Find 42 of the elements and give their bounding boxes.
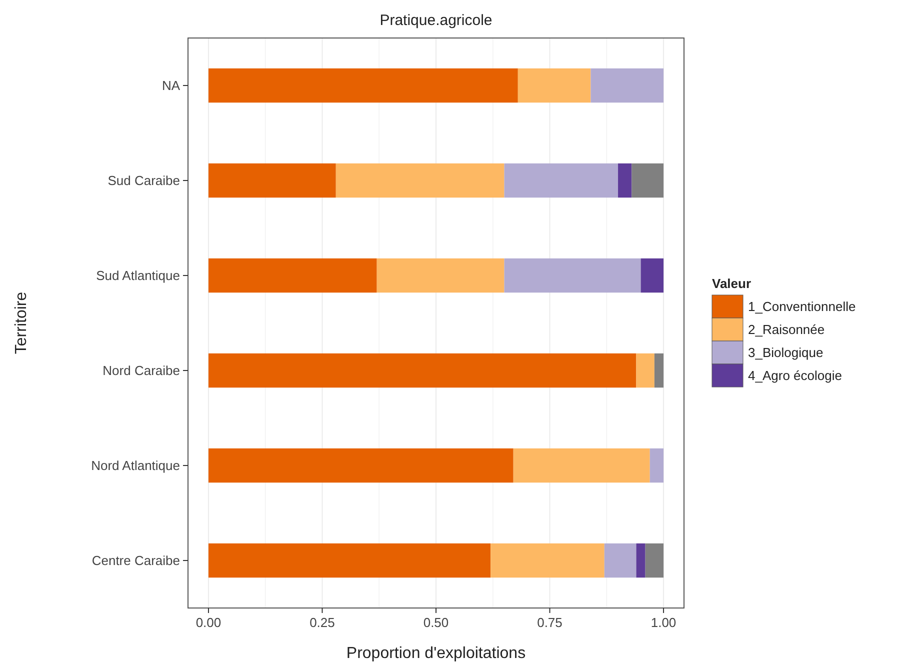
y-tick-label: NA [162, 78, 180, 93]
bar [636, 353, 654, 388]
bar [604, 543, 636, 578]
bar [336, 163, 504, 198]
y-axis-title: Territoire [13, 292, 30, 354]
y-tick-label: Nord Atlantique [91, 458, 180, 473]
x-tick-label: 0.75 [537, 615, 562, 630]
bar [208, 258, 377, 293]
legend-label: 1_Conventionnelle [748, 299, 856, 314]
bar [590, 68, 664, 103]
chart-title: Pratique.agricole [380, 12, 492, 29]
bar [504, 163, 618, 198]
bar [654, 353, 664, 388]
x-tick-label: 1.00 [650, 615, 676, 630]
bar [636, 543, 646, 578]
y-tick-label: Sud Atlantique [96, 268, 180, 283]
x-tick-label: 0.50 [423, 615, 449, 630]
bar [618, 163, 632, 198]
bar [645, 543, 664, 578]
x-axis-title: Proportion d'exploitations [346, 645, 526, 662]
bar [490, 543, 604, 578]
bar [376, 258, 504, 293]
legend-label: 3_Biologique [748, 345, 824, 360]
y-tick-label: Sud Caraibe [108, 173, 180, 188]
bar [208, 68, 518, 103]
bar [513, 448, 650, 483]
bar [208, 543, 491, 578]
legend-label: 4_Agro écologie [748, 368, 842, 383]
bar [208, 163, 336, 198]
legend-label: 2_Raisonnée [748, 322, 825, 337]
x-tick-label: 0.00 [196, 615, 222, 630]
bar [518, 68, 591, 103]
bar [650, 448, 664, 483]
legend-title: Valeur [712, 276, 752, 291]
bar [640, 258, 664, 293]
x-tick-label: 0.25 [310, 615, 335, 630]
bar [504, 258, 641, 293]
y-tick-label: Centre Caraibe [92, 553, 180, 568]
y-tick-label: Nord Caraibe [102, 363, 180, 378]
bar [632, 163, 664, 198]
bar [208, 353, 636, 388]
bar [208, 448, 514, 483]
